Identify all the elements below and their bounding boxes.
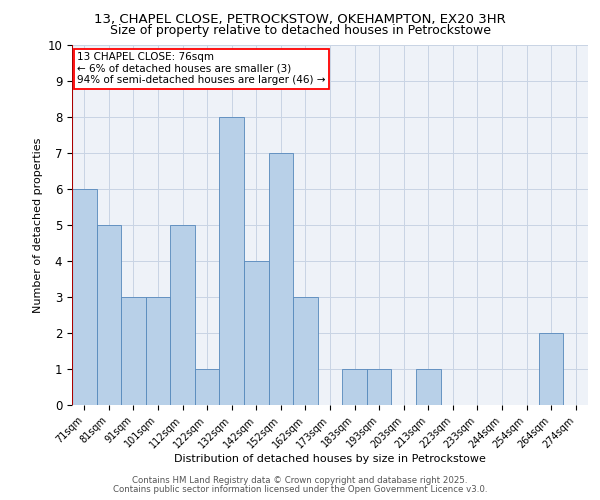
Bar	[97, 225, 121, 405]
Text: Contains HM Land Registry data © Crown copyright and database right 2025.: Contains HM Land Registry data © Crown c…	[132, 476, 468, 485]
Y-axis label: Number of detached properties: Number of detached properties	[33, 138, 43, 312]
Bar	[293, 297, 318, 405]
Text: 13, CHAPEL CLOSE, PETROCKSTOW, OKEHAMPTON, EX20 3HR: 13, CHAPEL CLOSE, PETROCKSTOW, OKEHAMPTO…	[94, 12, 506, 26]
Bar	[244, 261, 269, 405]
Bar	[416, 369, 440, 405]
Bar	[72, 189, 97, 405]
Bar	[170, 225, 195, 405]
Bar	[342, 369, 367, 405]
Bar	[220, 117, 244, 405]
Bar	[146, 297, 170, 405]
Bar	[269, 153, 293, 405]
X-axis label: Distribution of detached houses by size in Petrockstowe: Distribution of detached houses by size …	[174, 454, 486, 464]
Bar	[195, 369, 220, 405]
Bar	[539, 333, 563, 405]
Text: Contains public sector information licensed under the Open Government Licence v3: Contains public sector information licen…	[113, 484, 487, 494]
Text: Size of property relative to detached houses in Petrockstowe: Size of property relative to detached ho…	[110, 24, 491, 37]
Text: 13 CHAPEL CLOSE: 76sqm
← 6% of detached houses are smaller (3)
94% of semi-detac: 13 CHAPEL CLOSE: 76sqm ← 6% of detached …	[77, 52, 326, 86]
Bar	[367, 369, 391, 405]
Bar	[121, 297, 146, 405]
